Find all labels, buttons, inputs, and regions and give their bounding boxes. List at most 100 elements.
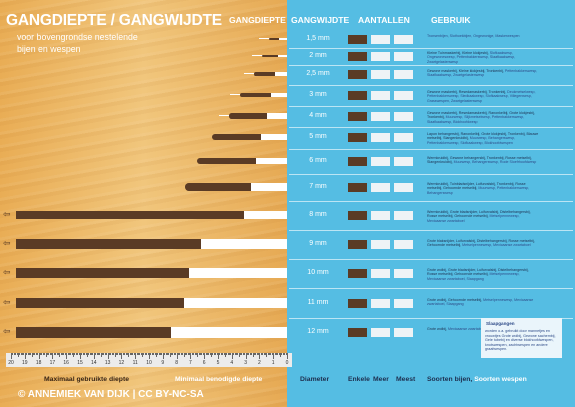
- row-separator: [289, 174, 573, 175]
- ruler-tick: [204, 353, 206, 359]
- ruler-tick: [213, 353, 215, 355]
- count-box: [394, 211, 413, 220]
- ruler-tick: [158, 353, 160, 355]
- ruler-tick: [45, 353, 47, 357]
- ruler-tick: [125, 353, 127, 355]
- ruler-tick: [224, 353, 226, 357]
- tunnel-required-part: [244, 210, 287, 220]
- usage-text: Grote blaksnijder, Luifurvalsbij, Distel…: [427, 239, 539, 248]
- ruler-tick: [160, 353, 162, 355]
- tunnel-required-part: [278, 38, 287, 40]
- diameter-label: 12 mm: [307, 328, 329, 335]
- ruler-tick: [102, 353, 104, 355]
- wasp-species: Pettenbakkerswesp, Slaafkaakwesp, Zwartg…: [427, 69, 538, 78]
- bee-species: Wermkruidbij, Tuinbladsnijder, Luifurval…: [427, 182, 526, 191]
- ruler-tick: [80, 353, 81, 359]
- count-box: [371, 52, 390, 61]
- ruler-tick: [17, 353, 19, 357]
- ruler-tick: [131, 353, 133, 355]
- ruler-label: 3: [244, 360, 247, 366]
- count-box: [371, 328, 390, 337]
- ruler-tick: [277, 353, 279, 355]
- legend-text: worden o.a. gebruikt door mannetjes en v…: [485, 329, 556, 352]
- ruler-tick: [70, 353, 72, 355]
- count-box: [348, 269, 367, 278]
- ruler-tick: [95, 353, 97, 355]
- ruler-label: 9: [161, 360, 165, 366]
- ruler-tick: [74, 353, 76, 355]
- ruler-tick: [35, 353, 37, 355]
- ruler-tick: [245, 353, 247, 359]
- wasp-species: Muurwesp, Pettenbakkerswesp, Behangerswe…: [427, 186, 530, 195]
- count-box: [371, 91, 390, 100]
- bee-species: Grote wolbij,: [427, 327, 448, 331]
- species-label: Soorten bijen, Soorten wespen: [427, 376, 527, 383]
- ruler-label: 17: [49, 360, 56, 366]
- ruler-tick: [13, 353, 15, 355]
- ruler-tick: [274, 353, 276, 355]
- ruler-tick: [233, 353, 235, 355]
- ruler-tick: [49, 353, 51, 355]
- bee-species: Grote blaksnijder, Luifurvalsbij, Distel…: [427, 239, 535, 248]
- ruler-tick: [260, 353, 262, 355]
- count-box: [394, 70, 413, 79]
- ruler-tick: [255, 353, 257, 355]
- meer-label: Meer: [373, 376, 389, 383]
- count-box: [371, 269, 390, 278]
- ruler-tick: [85, 353, 87, 355]
- ruler-tick: [53, 353, 55, 355]
- ruler-tick: [31, 353, 33, 357]
- ruler-tick: [143, 353, 145, 355]
- wasp-species: Metselpennewesp, Mexicaanse zwartaboel: [462, 243, 531, 248]
- tunnel-required-part: [260, 134, 287, 140]
- ruler-tick: [235, 353, 237, 355]
- ruler-tick: [12, 353, 14, 355]
- ruler-tick: [230, 353, 232, 355]
- ruler-tick: [258, 353, 260, 355]
- ruler-tick: [126, 353, 128, 355]
- ruler-label: 7: [189, 360, 192, 366]
- wasp-species: Muurwesp, Behangerswesp, Rode Sloefrhoof…: [453, 160, 537, 165]
- ruler-tick: [198, 353, 200, 355]
- ruler-tick: [262, 353, 264, 355]
- ruler-tick: [88, 353, 90, 355]
- ruler-tick: [66, 353, 68, 359]
- ruler-tick: [184, 353, 186, 355]
- ruler-tick: [219, 353, 221, 355]
- row-separator: [289, 65, 573, 66]
- ruler-tick: [30, 353, 32, 355]
- count-box: [394, 299, 413, 308]
- ruler-tick: [191, 353, 193, 355]
- diameter-label: 9 mm: [309, 240, 327, 247]
- wasp-species: Metselpennewesp, Mexicaanse zwartaboel: [427, 214, 520, 223]
- row-separator: [289, 201, 573, 202]
- count-box: [348, 35, 367, 44]
- ruler-tick: [201, 353, 203, 355]
- ruler-tick: [121, 353, 123, 359]
- ruler-tick: [108, 353, 110, 355]
- ruler-tick: [166, 353, 168, 355]
- ruler-tick: [227, 353, 229, 355]
- ruler-tick: [234, 353, 236, 355]
- count-box: [394, 269, 413, 278]
- ruler-tick: [270, 353, 272, 355]
- ruler-tick: [114, 353, 116, 357]
- ruler-tick: [104, 353, 106, 355]
- usage-text: Kleine Tuinmaskerbij, Kleine klokjesbij,…: [427, 51, 539, 64]
- ruler-tick: [284, 353, 286, 355]
- ruler-tick: [33, 353, 35, 355]
- ruler-tick: [220, 353, 222, 355]
- ruler-tick: [147, 353, 149, 355]
- ruler-tick: [113, 353, 115, 355]
- tunnel-required-part: [266, 113, 287, 119]
- ruler-tick: [182, 353, 184, 355]
- ruler-tick: [63, 353, 65, 355]
- usage-text: Wermkruidbij, Grote bladsnijder, Luifurv…: [427, 210, 539, 223]
- ruler-tick: [42, 353, 44, 355]
- ruler-tick: [51, 353, 53, 355]
- wasp-species: Slofkaakwesp, Ongewoneswesp, Pettenbakke…: [427, 51, 516, 64]
- ruler-tick: [75, 353, 77, 355]
- ruler-tick: [135, 353, 137, 359]
- tunnel-required-part: [275, 72, 287, 76]
